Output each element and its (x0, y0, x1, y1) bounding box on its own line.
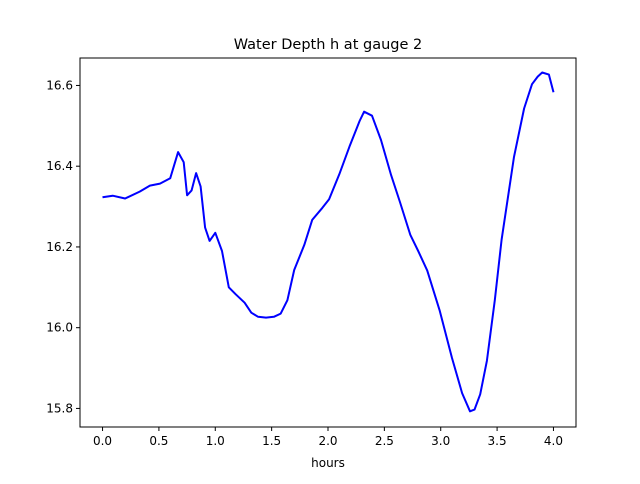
x-tick-label: 1.0 (206, 434, 225, 448)
x-axis: 0.0 0.5 1.0 1.5 2.0 2.5 3.0 3.5 4.0 (93, 427, 563, 448)
x-tick-label: 3.5 (488, 434, 507, 448)
x-tick-label: 4.0 (544, 434, 563, 448)
y-axis: 15.8 16.0 16.2 16.4 16.6 (46, 78, 80, 415)
y-tick-label: 16.2 (46, 240, 73, 254)
x-tick-label: 3.0 (431, 434, 450, 448)
y-tick-label: 15.8 (46, 401, 73, 415)
x-tick-label: 0.5 (149, 434, 168, 448)
x-tick-label: 2.5 (375, 434, 394, 448)
x-tick-label: 0.0 (93, 434, 112, 448)
y-tick-label: 16.4 (46, 159, 73, 173)
plot-area (102, 71, 555, 413)
x-tick-label: 1.5 (262, 434, 281, 448)
chart-title: Water Depth h at gauge 2 (234, 37, 422, 53)
x-tick-label: 2.0 (318, 434, 337, 448)
series-line-h (102, 71, 555, 413)
x-axis-label: hours (311, 456, 345, 470)
y-tick-label: 16.0 (46, 321, 73, 335)
y-tick-label: 16.6 (46, 78, 73, 92)
